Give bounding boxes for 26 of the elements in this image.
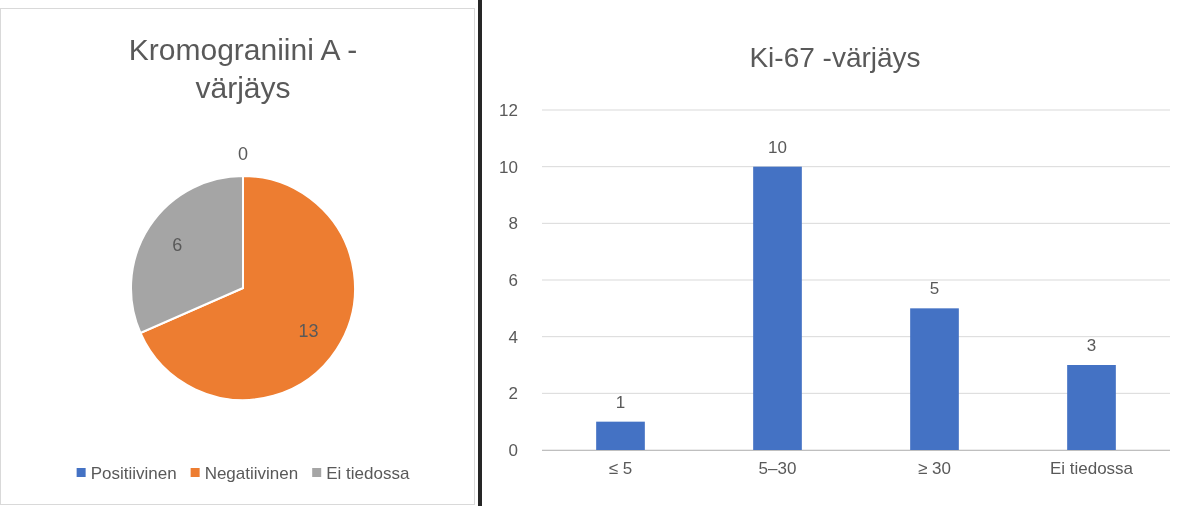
data-label: 10: [768, 137, 787, 157]
data-label: 5: [929, 279, 940, 299]
bar: [1067, 365, 1116, 450]
y-tick-label: 12: [499, 100, 518, 120]
x-tick-label: 5–30: [758, 459, 797, 479]
bar: [596, 421, 645, 450]
y-tick-label: 2: [508, 384, 518, 404]
y-tick-label: 6: [508, 270, 518, 290]
y-tick-label: 4: [508, 327, 518, 347]
y-tick-label: 0: [508, 440, 518, 460]
chart-title: Ki-67 -värjäys: [749, 42, 921, 73]
y-tick-label: 10: [499, 157, 518, 177]
legend-label: Positiivinen: [90, 463, 177, 483]
bar: [753, 166, 802, 450]
bar: [910, 308, 959, 450]
data-label: 1: [615, 392, 626, 412]
chart-title: Kromograniini A - värjäys: [128, 33, 358, 104]
text: 0: [237, 144, 249, 164]
data-label: 6: [172, 235, 183, 256]
y-tick-label: 8: [508, 214, 518, 234]
legend-label: Negatiivinen: [204, 463, 299, 483]
data-label: 3: [1086, 336, 1097, 355]
data-label: 13: [298, 320, 319, 341]
x-tick-label: ≤ 5: [608, 459, 633, 479]
x-tick-label: Ei tiedossa: [1049, 459, 1134, 479]
x-tick-label: ≥ 30: [918, 459, 951, 479]
